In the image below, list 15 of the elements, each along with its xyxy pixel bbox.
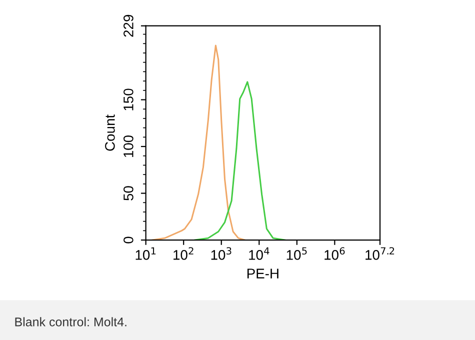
y-tick-label: 150 xyxy=(124,88,134,110)
x-tick-label: 10$^{7.2}$ xyxy=(366,247,394,260)
y-tick-label: 229 xyxy=(124,14,134,37)
y-tick-label: 50 xyxy=(124,186,134,200)
x-tick-label: 10$^{3}$ xyxy=(211,247,232,260)
y-tick-label: 0 xyxy=(124,236,134,244)
x-tick-label: 10$^{5}$ xyxy=(286,247,307,260)
x-axis-title: PE-H xyxy=(247,268,278,278)
y-axis-title: Count xyxy=(105,114,115,151)
x-tick-label: 10$^{4}$ xyxy=(249,247,270,260)
y-tick-label: 100 xyxy=(124,135,134,158)
x-tick-label: 10$^{6}$ xyxy=(324,247,345,260)
text: Blank control: Molt4. xyxy=(15,317,126,326)
x-tick-label: 10$^{1}$ xyxy=(136,247,156,260)
x-tick-label: 10$^{2}$ xyxy=(174,247,194,260)
